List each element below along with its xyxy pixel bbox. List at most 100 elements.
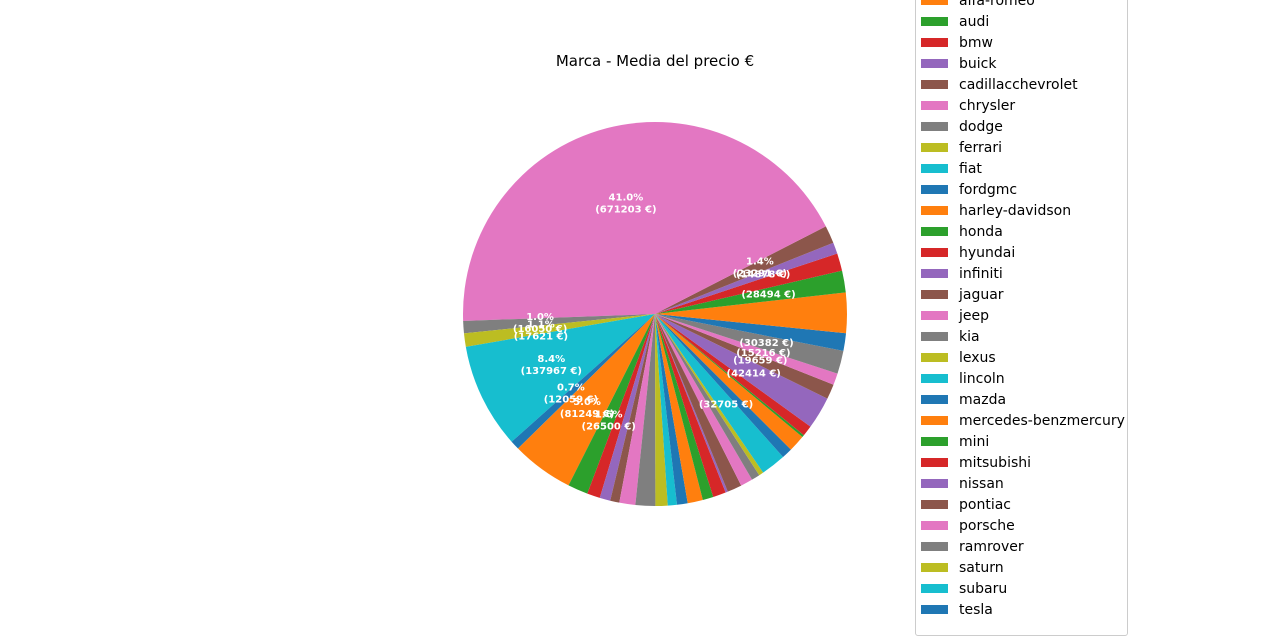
legend-swatch xyxy=(921,17,948,26)
legend-label: lexus xyxy=(959,349,996,366)
pie-slice-mazda xyxy=(655,314,688,505)
slice-value-label: (12059 €) xyxy=(544,395,598,406)
legend-item-buick: buick xyxy=(921,53,996,74)
pie-slice-dodge xyxy=(463,314,655,334)
pie-slice xyxy=(655,314,834,399)
legend-label: porsche xyxy=(959,517,1015,534)
slice-value-label: (30382 €) xyxy=(739,338,793,349)
legend-swatch xyxy=(921,395,948,404)
legend-swatch xyxy=(921,437,948,446)
legend-item-dodge: dodge xyxy=(921,116,1003,137)
legend-item-bmw: bmw xyxy=(921,32,993,53)
legend-item-jeep: jeep xyxy=(921,305,989,326)
slice-value-label: (15216 €) xyxy=(736,348,790,359)
slice-value-label: (26500 €) xyxy=(582,422,636,433)
legend-label: hyundai xyxy=(959,244,1016,261)
legend-swatch xyxy=(921,542,948,551)
legend-item-mazda: mazda xyxy=(921,389,1006,410)
legend-swatch xyxy=(921,143,948,152)
pie-slice-alfa-romeo xyxy=(655,292,847,314)
legend-label: mini xyxy=(959,433,990,450)
pie-slice-lexus xyxy=(655,314,668,506)
legend-swatch xyxy=(921,416,948,425)
legend-swatch xyxy=(921,332,948,341)
legend-label: ferrari xyxy=(959,139,1003,156)
legend-label: mercedes-benzmercury xyxy=(959,412,1125,429)
slice-percent-label: 1.1% xyxy=(527,320,555,331)
pie-slice xyxy=(655,314,804,438)
pie-slice xyxy=(655,314,844,374)
slice-percent-label: 0.7% xyxy=(557,383,585,394)
pie-slice-subaru xyxy=(655,314,784,473)
legend-label: harley-davidson xyxy=(959,202,1072,219)
legend-swatch xyxy=(921,101,948,110)
pie-slice-saturn xyxy=(655,314,764,476)
slice-percent-label: 1.0% xyxy=(526,312,554,323)
legend-item-fiat: fiat xyxy=(921,158,982,179)
pie-slice-honda xyxy=(568,314,655,494)
legend-label: jaguar xyxy=(959,286,1004,303)
legend-item-fordgmc: fordgmc xyxy=(921,179,1017,200)
legend-swatch xyxy=(921,374,948,383)
pie-slice-lincoln xyxy=(655,314,678,506)
legend-swatch xyxy=(921,563,948,572)
legend-item-subaru: subaru xyxy=(921,578,1007,599)
legend-item-mercedes-benzmercury: mercedes-benzmercury xyxy=(921,410,1125,431)
legend-swatch xyxy=(921,479,948,488)
legend-item-alfa-romeo: alfa-romeo xyxy=(921,0,1035,11)
pie-slice-nissan xyxy=(655,314,728,493)
slice-value-label: (23291 €) xyxy=(733,268,787,279)
legend-item-mitsubishi: mitsubishi xyxy=(921,452,1031,473)
pie-chart: Marca - Media del precio € (28494 €) (148… xyxy=(463,52,847,507)
legend-label: ramrover xyxy=(959,538,1024,555)
pie-slice-mini xyxy=(655,314,714,500)
legend-swatch xyxy=(921,605,948,614)
legend-label: alfa-romeo xyxy=(959,0,1035,9)
pie-slice xyxy=(655,314,828,427)
legend-swatch xyxy=(921,59,948,68)
legend-label: lincoln xyxy=(959,370,1005,387)
legend-swatch xyxy=(921,458,948,467)
legend-label: subaru xyxy=(959,580,1008,597)
slice-percent-label: 1.4% xyxy=(746,256,774,267)
legend-item-saturn: saturn xyxy=(921,557,1004,578)
legend-swatch xyxy=(921,353,948,362)
legend-item-mini: mini xyxy=(921,431,989,452)
legend-label: infiniti xyxy=(959,265,1003,282)
legend-item-audi: audi xyxy=(921,11,989,32)
pie-slice xyxy=(655,314,847,334)
legend-label: honda xyxy=(959,223,1003,240)
legend-item-lexus: lexus xyxy=(921,347,996,368)
pie-slice-fiat xyxy=(465,314,655,442)
legend-item-pontiac: pontiac xyxy=(921,494,1011,515)
pie-slice-jeep xyxy=(619,314,655,505)
slice-value-label: (32705 €) xyxy=(699,400,753,411)
slice-value-label: (81249 €) xyxy=(560,409,614,420)
legend-label: tesla xyxy=(959,601,993,618)
legend-item-cadillacchevrolet: cadillacchevrolet xyxy=(921,74,1078,95)
slice-value-label: (671203 €) xyxy=(595,205,656,216)
legend-swatch xyxy=(921,0,948,5)
legend-swatch xyxy=(921,584,948,593)
legend-swatch xyxy=(921,122,948,131)
pie-slice xyxy=(655,314,811,436)
pie-slice-porsche xyxy=(655,314,753,486)
legend-swatch xyxy=(921,521,948,530)
pie-slice xyxy=(655,314,803,450)
pie-slice-infiniti xyxy=(599,314,655,501)
legend-item-kia: kia xyxy=(921,326,980,347)
pie-slice-mercedes-benzmercury xyxy=(655,314,703,504)
legend-item-chrysler: chrysler xyxy=(921,95,1015,116)
legend-label: dodge xyxy=(959,118,1003,135)
pie-slice-hyundai xyxy=(587,314,655,498)
slice-value-label: (19659 €) xyxy=(733,356,787,367)
legend-swatch xyxy=(921,164,948,173)
slice-value-label: (17621 €) xyxy=(514,332,568,343)
legend-item-hyundai: hyundai xyxy=(921,242,1015,263)
legend-label: chrysler xyxy=(959,97,1016,114)
pie-slice xyxy=(655,314,847,351)
legend-label: kia xyxy=(959,328,980,345)
pie-slice-audi xyxy=(655,270,846,314)
legend-swatch xyxy=(921,290,948,299)
legend-label: bmw xyxy=(959,34,993,51)
